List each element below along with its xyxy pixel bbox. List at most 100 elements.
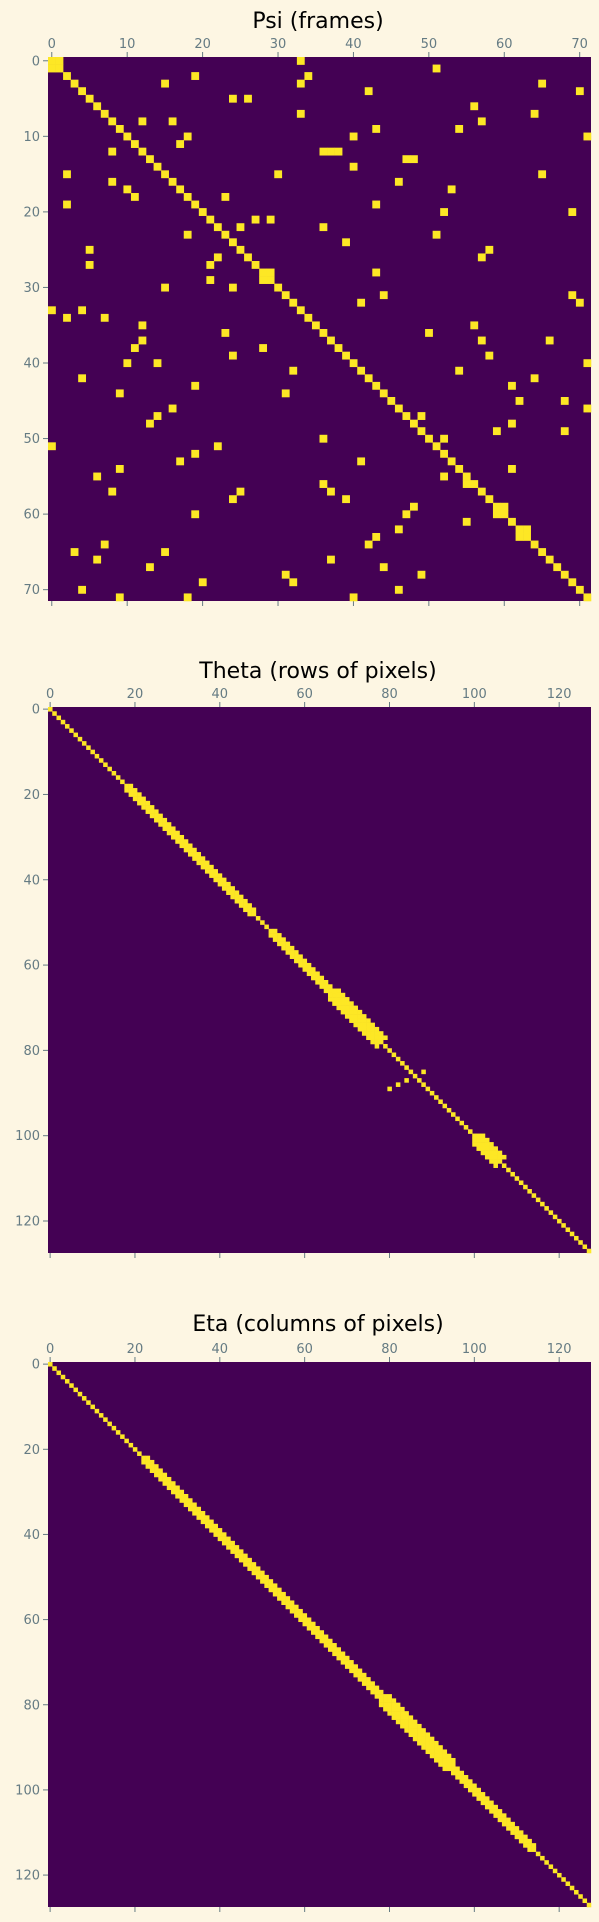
band-cell (489, 1142, 494, 1147)
matrix-cell (342, 495, 350, 504)
diagonal-cell (244, 253, 252, 262)
matrix-cells (48, 1362, 592, 1908)
band-cell (311, 975, 316, 981)
diagonal-cell (349, 1009, 354, 1015)
diagonal-cell (508, 517, 516, 526)
diagonal-cell (349, 359, 358, 368)
band-cell (357, 1009, 363, 1015)
diagonal-cell (493, 1154, 498, 1160)
band-cell (484, 1137, 490, 1143)
band-cell (395, 1719, 401, 1725)
diagonal-cell (255, 916, 261, 921)
matrix-cell (530, 109, 539, 118)
matrix-cell (138, 117, 147, 126)
diagonal-cell (298, 1613, 303, 1618)
band-cell (408, 1715, 414, 1720)
band-cell (277, 933, 282, 938)
band-cell (247, 903, 252, 908)
band-cell (467, 1779, 473, 1784)
matrix-cell (191, 72, 200, 80)
matrix-cell (394, 525, 403, 534)
diagonal-cell (429, 1090, 435, 1096)
diagonal-cell (501, 1817, 507, 1823)
matrix-cell (183, 593, 192, 602)
band-cell (434, 1745, 439, 1750)
matrix-cell (63, 313, 71, 322)
diagonal-cell (394, 404, 403, 413)
diagonal-cell (145, 1459, 151, 1465)
band-cell (243, 1562, 248, 1567)
diagonal-cell (64, 1379, 70, 1384)
matrix-cell (146, 419, 154, 428)
band-cell (230, 894, 235, 900)
band-cell (187, 1506, 193, 1512)
band-cell (162, 1481, 168, 1486)
band-cell (132, 796, 138, 802)
band-cell (357, 1014, 363, 1019)
diagonal-cell (137, 796, 142, 802)
diagonal-cell (586, 1902, 592, 1908)
diagonal-cell (510, 1171, 515, 1177)
diagonal-cell (251, 911, 257, 917)
diagonal-cell (115, 125, 124, 133)
diagonal-cell (63, 72, 71, 80)
diagonal-cell (366, 1681, 371, 1686)
band-cell (476, 1796, 481, 1801)
matrix-cell (251, 215, 260, 224)
band-cell (472, 1142, 477, 1147)
band-cell (366, 1677, 371, 1682)
band-cell (412, 1723, 418, 1729)
y-tick-label: 120 (15, 1869, 40, 1884)
band-cell (518, 1830, 524, 1835)
diagonal-cell (209, 1523, 214, 1529)
band-cell (124, 788, 129, 793)
band-cell (175, 839, 180, 844)
band-cell (378, 1031, 384, 1036)
band-cell (412, 1736, 418, 1742)
band-cell (463, 1783, 469, 1789)
panel-title: Eta (columns of pixels) (192, 1312, 443, 1337)
band-cell (179, 1498, 185, 1503)
band-cell (400, 1711, 405, 1716)
band-cell (361, 1672, 367, 1678)
band-cell (327, 984, 333, 989)
band-cell (344, 1014, 350, 1019)
band-cell (489, 1159, 494, 1164)
diagonal-cell (586, 1248, 592, 1254)
matrix-cell (538, 170, 547, 179)
band-cell (336, 992, 342, 998)
diagonal-cell (103, 1417, 108, 1422)
x-tick-label: 0 (46, 687, 54, 702)
diagonal-cell (183, 193, 192, 201)
matrix-cell (334, 147, 343, 156)
matrix-cell (191, 381, 200, 390)
diagonal-cell (124, 783, 129, 789)
matrix-cell (575, 298, 584, 307)
x-tick-label: 20 (127, 1342, 144, 1357)
diagonal-cell (73, 732, 78, 738)
matrix-cell (191, 510, 200, 519)
band-cell (349, 1660, 354, 1665)
diagonal-cell (451, 1766, 456, 1772)
diagonal-cell (462, 472, 471, 481)
diagonal-cell (115, 775, 121, 780)
diagonal-cell (158, 817, 163, 823)
diagonal-cell (123, 132, 132, 141)
matrix-cell (447, 185, 456, 194)
band-cell (361, 1681, 367, 1686)
matrix-cell (508, 381, 516, 390)
diagonal-cell (281, 941, 286, 947)
diagonal-cell (311, 321, 320, 330)
band-cell (234, 1553, 240, 1559)
band-cell (213, 1532, 218, 1537)
band-cell (493, 1804, 498, 1810)
matrix-cell (85, 245, 94, 254)
y-tick-label: 70 (23, 583, 40, 598)
band-cell (408, 1719, 414, 1725)
diagonal-cell (311, 971, 316, 977)
matrix-cell (229, 495, 237, 504)
band-cell (327, 992, 333, 998)
band-cell (463, 1775, 469, 1780)
diagonal-cell (417, 1732, 422, 1737)
x-tick-label: 40 (345, 37, 362, 52)
